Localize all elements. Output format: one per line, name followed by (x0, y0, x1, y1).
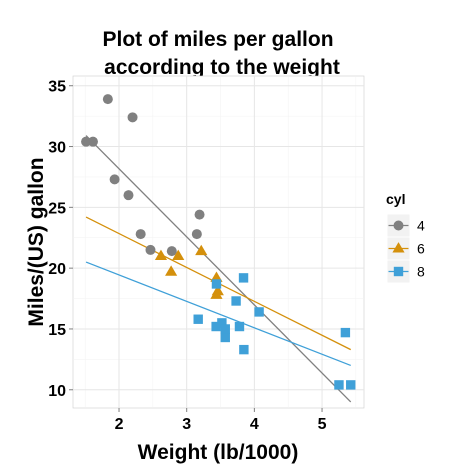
legend-key-marker (392, 242, 405, 253)
data-point-cyl-4 (166, 246, 177, 257)
data-point-cyl-6 (210, 271, 223, 282)
x-axis-ticks: 2 3 4 5 (115, 408, 327, 433)
chart-title-line-2: according to the weight (104, 56, 340, 79)
data-point-cyl-8 (217, 318, 227, 328)
y-tick-label: 20 (48, 261, 66, 278)
data-point-cyl-4 (194, 209, 205, 220)
x-axis-title: Weight (lb/1000) (138, 441, 299, 464)
data-point-cyl-8 (234, 321, 245, 332)
data-point-cyl-4 (127, 112, 138, 123)
data-point-cyl-4 (145, 244, 156, 255)
data-point-cyl-8 (211, 279, 222, 289)
x-tick-label: 2 (115, 416, 124, 433)
data-points (81, 94, 356, 390)
data-point-cyl-4 (109, 174, 120, 185)
data-point-cyl-4 (87, 136, 98, 147)
y-tick-label: 25 (48, 200, 66, 217)
data-point-cyl-6 (154, 249, 168, 260)
data-point-cyl-6 (172, 249, 185, 260)
data-point-cyl-4 (191, 229, 202, 240)
x-tick-label: 3 (182, 416, 191, 433)
legend: cyl 4 6 8 (386, 191, 425, 284)
legend-title: cyl (386, 191, 405, 207)
data-point-cyl-4 (135, 229, 146, 240)
y-tick-label: 30 (48, 140, 66, 157)
data-point-cyl-8 (346, 380, 356, 390)
data-point-cyl-8 (334, 380, 344, 390)
data-point-cyl-8 (239, 344, 249, 355)
plot-panel (72, 75, 365, 409)
fit-line-cyl-8 (85, 261, 351, 367)
legend-label-cyl-6: 6 (417, 241, 425, 257)
x-tick-label: 4 (250, 416, 259, 433)
data-point-cyl-6 (195, 244, 208, 256)
chart-title: Plot of miles per gallon according to th… (102, 28, 339, 79)
data-point-cyl-8 (238, 273, 249, 283)
y-tick-label: 15 (48, 322, 66, 339)
x-tick-label: 5 (318, 416, 327, 433)
legend-label-cyl-8: 8 (417, 264, 425, 280)
data-point-cyl-4 (81, 136, 92, 147)
chart-title-line-1: Plot of miles per gallon (102, 28, 333, 51)
data-point-cyl-6 (165, 265, 178, 276)
data-point-cyl-8 (220, 332, 230, 343)
legend-label-cyl-4: 4 (417, 218, 425, 234)
y-tick-label: 35 (48, 79, 66, 96)
data-point-cyl-8 (340, 327, 351, 338)
y-axis-title: Miles/(US) gallon (25, 157, 48, 326)
data-point-cyl-8 (193, 314, 203, 324)
legend-key-marker (393, 266, 404, 277)
data-point-cyl-8 (211, 321, 221, 332)
data-point-cyl-8 (231, 296, 241, 306)
data-point-cyl-6 (211, 284, 224, 296)
legend-key-marker (393, 220, 404, 231)
fit-line-cyl-4 (85, 135, 352, 403)
data-point-cyl-4 (102, 94, 113, 105)
data-point-cyl-8 (220, 324, 230, 334)
data-point-cyl-8 (254, 307, 264, 317)
y-tick-label: 10 (48, 383, 66, 400)
data-point-cyl-4 (123, 190, 134, 201)
y-axis-ticks: 10 15 20 25 30 35 (48, 79, 73, 400)
